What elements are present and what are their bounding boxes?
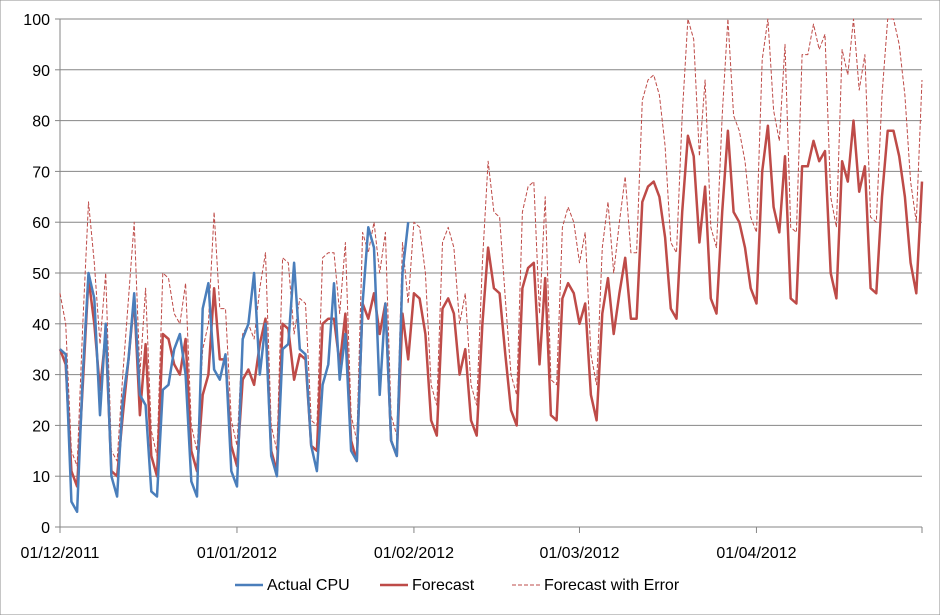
- series-line-forecast-with-error: [59, 18, 923, 467]
- series-lines: [58, 18, 924, 514]
- legend: Actual CPU Forecast Forecast with Error: [235, 577, 680, 594]
- y-tick-label: 20: [32, 418, 50, 435]
- y-tick-label: 90: [32, 63, 50, 80]
- y-tick-label: 30: [32, 368, 50, 385]
- legend-label: Forecast: [412, 577, 475, 594]
- x-tick-label: 01/02/2012: [374, 545, 454, 562]
- x-tick-label: 01/12/2011: [21, 545, 100, 562]
- legend-label: Actual CPU: [267, 577, 350, 594]
- axes: 0 10 20 30 40 50 60 70 80 90 100 01/12/2011 01/01/20…: [21, 12, 923, 562]
- x-tick-label: 01/01/2012: [197, 545, 277, 562]
- y-tick-label: 50: [32, 266, 50, 283]
- y-tick-label: 0: [41, 520, 50, 537]
- legend-label: Forecast with Error: [544, 577, 680, 594]
- y-tick-label: 10: [32, 469, 50, 486]
- y-tick-label: 40: [32, 317, 50, 334]
- y-tick-label: 60: [32, 215, 50, 232]
- series-line-forecast: [58, 119, 924, 488]
- y-tick-label: 80: [32, 114, 50, 131]
- series-line-actual-cpu: [59, 222, 410, 514]
- y-tick-label: 70: [32, 164, 50, 181]
- x-tick-label: 01/04/2012: [716, 545, 796, 562]
- y-tick-label: 100: [23, 12, 50, 29]
- x-tick-label: 01/03/2012: [539, 545, 619, 562]
